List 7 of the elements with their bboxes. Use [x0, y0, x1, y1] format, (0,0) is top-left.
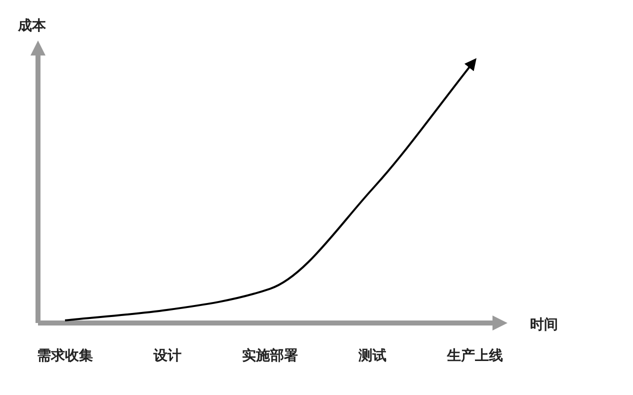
x-axis-title: 时间	[530, 317, 558, 333]
x-tick-label: 实施部署	[242, 347, 298, 364]
x-tick-label: 测试	[358, 348, 386, 364]
x-tick-label: 设计	[152, 348, 182, 364]
y-axis-title: 成本	[17, 18, 47, 34]
x-tick-label: 生产上线	[446, 347, 503, 364]
x-tick-label: 需求收集	[37, 348, 93, 364]
